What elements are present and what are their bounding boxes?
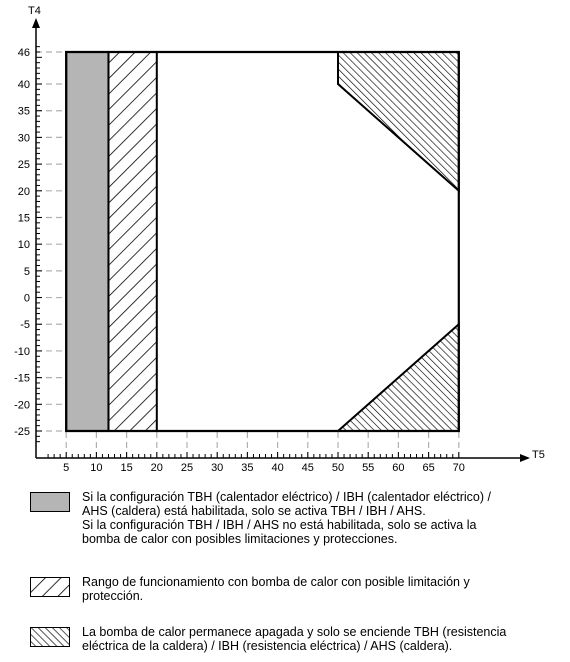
x-tick-label: 35 — [241, 462, 253, 474]
y-tick-label: 40 — [18, 79, 30, 91]
legend-swatch-gray — [30, 492, 70, 512]
y-tick-label: 20 — [18, 186, 30, 198]
y-tick-label: 30 — [18, 132, 30, 144]
x-tick-label: 25 — [181, 462, 193, 474]
y-tick-label: 46 — [18, 47, 30, 59]
x-tick-label: 10 — [90, 462, 102, 474]
y-tick-label: 35 — [18, 106, 30, 118]
operating-envelope — [65, 50, 460, 433]
y-axis-label: T4 — [28, 5, 41, 17]
x-tick-label: 60 — [392, 462, 404, 474]
x-tick-label: 40 — [271, 462, 283, 474]
region-hatch — [107, 51, 158, 432]
x-ticks: 5 10 15 20 25 30 35 40 45 50 55 60 65 70 — [63, 462, 465, 474]
x-axis-label: T5 — [532, 449, 545, 461]
y-tick-label: -15 — [14, 373, 30, 385]
legend-swatch-hatch — [30, 577, 70, 597]
x-tick-label: 45 — [302, 462, 314, 474]
y-tick-label: 25 — [18, 159, 30, 171]
legend-text-hatch: Rango de funcionamiento con bomba de cal… — [82, 575, 470, 603]
y-tick-label: -20 — [14, 399, 30, 411]
y-tick-label: -5 — [20, 319, 30, 331]
y-tick-label: 5 — [24, 266, 30, 278]
legend-swatch-dense-hatch — [30, 627, 70, 647]
y-ticks: 46 40 35 30 25 20 15 10 5 0 -5 -10 -15 -20 -25 — [14, 47, 30, 438]
regions — [65, 51, 460, 432]
x-tick-label: 5 — [63, 462, 69, 474]
x-tick-label: 65 — [422, 462, 434, 474]
operating-range-chart: 5 10 15 20 25 30 35 40 45 50 55 60 65 70 464035302520… — [14, 5, 545, 474]
x-tick-label: 55 — [362, 462, 374, 474]
legend-text-dense-hatch: La bomba de calor permanece apagada y so… — [82, 625, 507, 653]
axes — [32, 18, 530, 462]
y-tick-label: 0 — [24, 293, 30, 305]
y-axis-arrow — [32, 18, 40, 28]
plot-background — [66, 52, 459, 431]
x-tick-label: 30 — [211, 462, 223, 474]
y-tick-label: 15 — [18, 212, 30, 224]
region-gray — [65, 51, 110, 432]
x-tick-label: 15 — [120, 462, 132, 474]
x-axis-arrow — [520, 454, 530, 462]
x-tick-label: 70 — [453, 462, 465, 474]
x-tick-label: 20 — [151, 462, 163, 474]
y-tick-label: -10 — [14, 346, 30, 358]
outline — [65, 50, 460, 433]
y-tick-label: -25 — [14, 426, 30, 438]
x-tick-label: 50 — [332, 462, 344, 474]
legend-text-gray: Si la configuración TBH (calentador eléc… — [82, 490, 491, 546]
y-tick-label: 10 — [18, 239, 30, 251]
